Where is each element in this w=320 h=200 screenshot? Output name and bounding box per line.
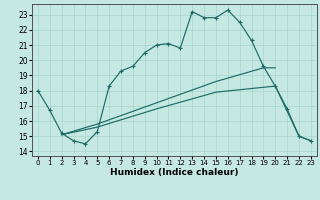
X-axis label: Humidex (Indice chaleur): Humidex (Indice chaleur) [110, 168, 239, 177]
